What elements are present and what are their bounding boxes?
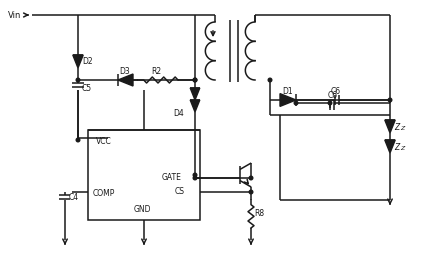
Text: C6: C6 xyxy=(328,91,338,100)
Text: Z: Z xyxy=(394,143,399,152)
Text: GND: GND xyxy=(134,206,151,215)
Text: COMP: COMP xyxy=(93,189,115,198)
Text: Z: Z xyxy=(394,124,399,133)
Circle shape xyxy=(76,78,80,82)
Text: GATE: GATE xyxy=(162,172,182,181)
Text: D4: D4 xyxy=(173,109,184,118)
Text: D1: D1 xyxy=(282,87,293,96)
Polygon shape xyxy=(385,140,395,153)
Text: VCC: VCC xyxy=(96,137,112,146)
Polygon shape xyxy=(73,55,83,68)
Text: Z: Z xyxy=(400,145,404,151)
Circle shape xyxy=(193,173,197,177)
Text: C6: C6 xyxy=(331,87,341,96)
Circle shape xyxy=(193,78,197,82)
Polygon shape xyxy=(190,100,200,112)
Text: D2: D2 xyxy=(82,57,93,66)
Circle shape xyxy=(193,176,197,180)
Text: C4: C4 xyxy=(69,192,79,201)
Polygon shape xyxy=(190,88,200,100)
Text: R2: R2 xyxy=(151,67,161,76)
Polygon shape xyxy=(280,94,296,106)
Circle shape xyxy=(328,101,332,105)
Circle shape xyxy=(268,78,272,82)
Circle shape xyxy=(294,101,298,105)
Text: Z: Z xyxy=(400,125,404,131)
Circle shape xyxy=(193,78,197,82)
Polygon shape xyxy=(118,74,133,86)
Circle shape xyxy=(249,190,253,194)
Circle shape xyxy=(76,138,80,142)
Text: Vin: Vin xyxy=(8,11,21,20)
Polygon shape xyxy=(385,120,395,133)
Text: C5: C5 xyxy=(82,84,92,93)
Circle shape xyxy=(388,98,392,102)
Bar xyxy=(88,130,200,220)
Circle shape xyxy=(249,176,253,180)
Text: CS: CS xyxy=(175,188,185,197)
Text: R8: R8 xyxy=(254,209,264,218)
Text: D3: D3 xyxy=(119,67,130,76)
